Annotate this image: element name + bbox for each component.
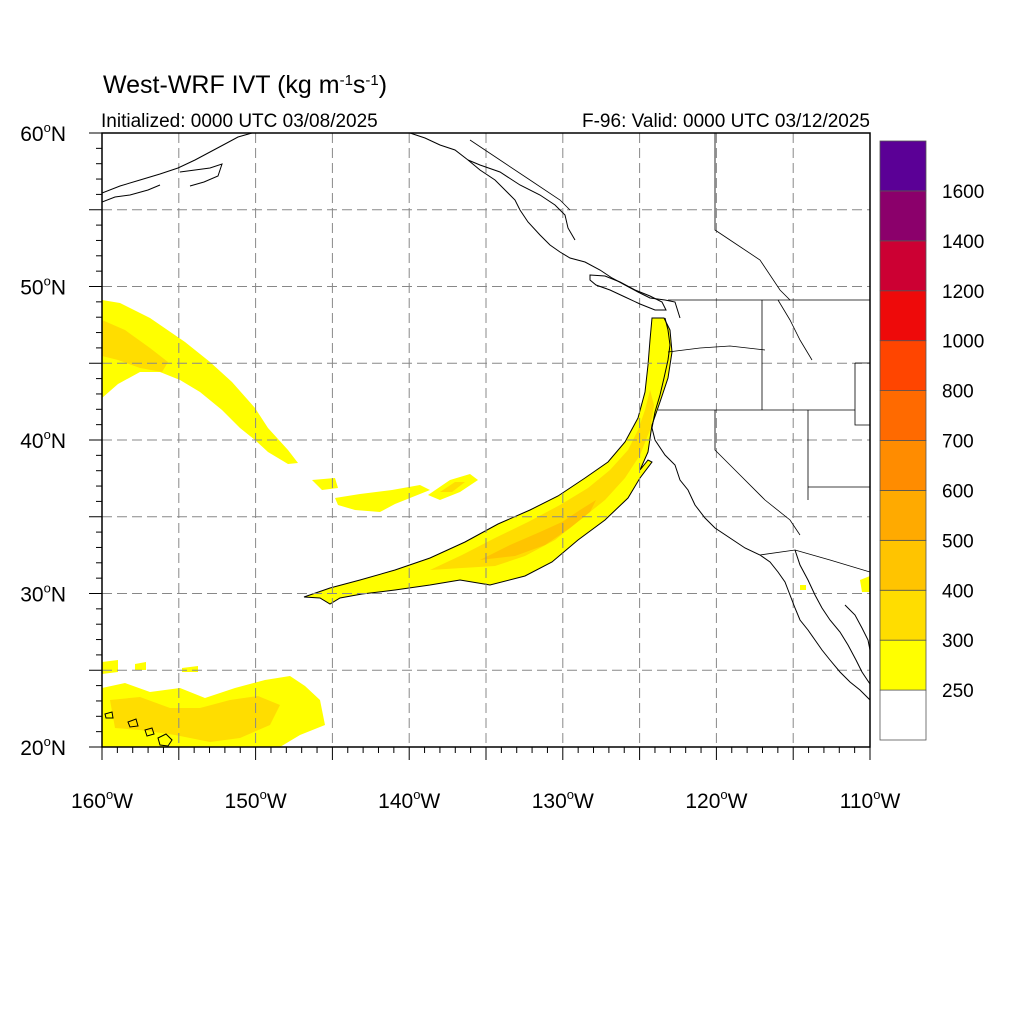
ivt-patch-1 [312,478,338,490]
nevada-california-border [714,410,801,536]
colorbar-swatch [879,639,927,691]
init-time-label: Initialized: 0000 UTC 03/08/2025 [101,111,378,132]
ivt-patch-7 [182,666,198,672]
latitude-labels: 60oN 50oN 40oN 30oN 20oN [20,120,66,760]
hawaii-kauai [104,711,114,719]
coastline-alaska-2 [102,184,161,203]
colorbar-swatch [879,539,927,591]
ivt-patch-8 [860,576,870,592]
vancouver-island [589,274,667,311]
colorbar-label: 500 [942,531,974,552]
colorbar-swatch [879,190,927,242]
colorbar-swatch [879,240,927,292]
lat-label: 20oN [20,734,66,760]
coastline-baja [794,549,870,685]
ivt-patch-5 [102,660,118,674]
lon-label: 150oW [225,787,287,813]
colorbar-label: 1000 [942,332,984,353]
colorbar-label: 1600 [942,182,984,203]
colorbar-label: 800 [942,382,974,403]
lon-label: 140oW [378,787,440,813]
us-mexico-border [759,549,870,573]
lon-label: 160oW [71,787,133,813]
map-title: West-WRF IVT (kg m-1s-1) [103,71,388,99]
coastline-alaska [102,133,253,194]
valid-time-label: F-96: Valid: 0000 UTC 03/12/2025 [582,111,870,132]
colorbar-swatch [879,689,927,741]
ivt-atmospheric-river [303,317,673,605]
ivt-patch-9 [800,585,806,590]
canada-province-border [714,133,791,301]
political-borders [469,133,870,573]
colorbar-label: 1200 [942,282,984,303]
colorbar-swatch [879,440,927,491]
lon-label: 110oW [840,787,901,813]
colorbar-swatch [879,390,927,441]
ivt-patch-2 [335,485,430,512]
lon-label: 120oW [685,787,747,813]
lat-label: 60oN [20,120,66,146]
coastline-gulf-california [844,604,870,651]
ivt-colorbar: 250 300 400 500 600 700 800 1000 1200 1400 1600 [879,140,984,741]
hawaii-maui [144,727,155,737]
colorbar-swatch [879,589,927,641]
colorbar-swatch [879,140,927,192]
coastline-southeast-alaska [467,159,576,241]
colorbar-label: 1400 [942,232,984,253]
lat-label: 40oN [20,427,66,453]
oregon-washington-border [667,345,766,353]
ivt-patch-3-core [440,482,465,492]
ivt-plume-northwest [102,300,298,464]
colorbar-swatch [879,340,927,391]
ivt-plume-northwest-core [102,320,168,372]
colorbar-label: 250 [942,681,974,702]
bc-alaska-border [469,139,571,211]
coastline-gulf-alaska [409,133,681,319]
colorbar-label: 300 [942,631,974,652]
colorbar-label: 400 [942,581,974,602]
montana-idaho-border [777,299,813,361]
longitude-labels: 160oW 150oW 140oW 130oW 120oW 110oW [71,787,901,813]
colorbar-swatch [879,290,927,342]
ivt-patch-6 [135,662,146,670]
colorbar-label: 700 [942,432,974,453]
hawaii-big-island [157,733,173,747]
wyoming-border [854,362,870,426]
lat-label: 50oN [20,274,66,300]
lat-label: 30oN [20,581,66,607]
ivt-shading [102,300,870,747]
axis-ticks [89,132,871,760]
lon-label: 130oW [532,787,594,813]
colorbar-swatch [879,490,927,541]
hawaii-oahu [127,718,139,728]
lat-lon-grid [102,133,870,747]
colorbar-label: 600 [942,481,974,502]
coastlines [102,133,870,747]
coastline-west-usa [651,317,870,701]
coastline-alaska-peninsula [179,163,223,187]
